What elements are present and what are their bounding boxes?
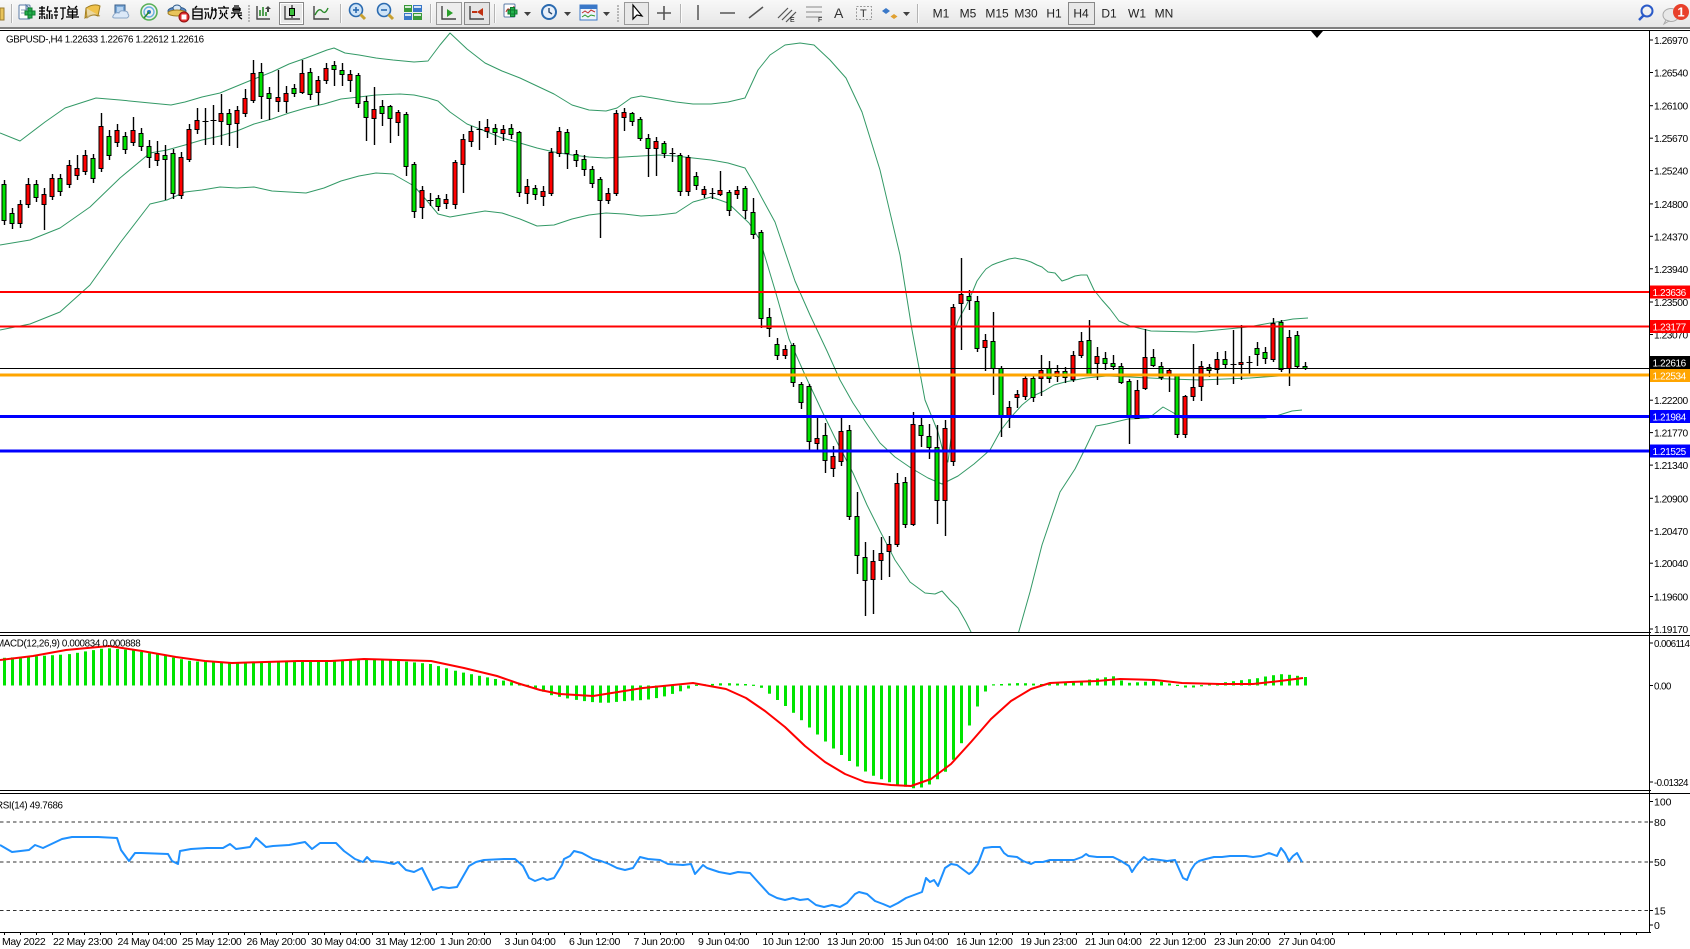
svg-text:1.20470: 1.20470 [1654,527,1688,538]
svg-text:1.23500: 1.23500 [1654,298,1688,309]
svg-text:1.23636: 1.23636 [1653,288,1687,299]
svg-text:1.22200: 1.22200 [1654,396,1688,407]
svg-text:1 Jun 20:00: 1 Jun 20:00 [440,936,492,948]
svg-text:1.21770: 1.21770 [1654,429,1688,440]
svg-text:21 Jun 04:00: 21 Jun 04:00 [1085,936,1142,948]
svg-text:1.25240: 1.25240 [1654,167,1688,178]
svg-text:1.21340: 1.21340 [1654,461,1688,472]
svg-text:1.20040: 1.20040 [1654,559,1688,570]
svg-text:15 Jun 04:00: 15 Jun 04:00 [892,936,949,948]
svg-text:25 May 12:00: 25 May 12:00 [182,936,242,948]
svg-text:1: 1 [1677,5,1684,20]
svg-text:16 Jun 12:00: 16 Jun 12:00 [956,936,1013,948]
svg-text:9 Jun 04:00: 9 Jun 04:00 [698,936,750,948]
svg-text:-0.01324: -0.01324 [1654,778,1689,789]
svg-text:30 May 04:00: 30 May 04:00 [311,936,371,948]
svg-text:1.24370: 1.24370 [1654,232,1688,243]
svg-text:1.23940: 1.23940 [1654,265,1688,276]
svg-text:1.26970: 1.26970 [1654,36,1688,47]
svg-text:1.19170: 1.19170 [1654,625,1688,636]
svg-text:M15: M15 [985,7,1009,21]
svg-text:T: T [860,8,867,20]
svg-text:1.20900: 1.20900 [1654,494,1688,505]
svg-text:23 Jun 20:00: 23 Jun 20:00 [1214,936,1271,948]
svg-text:1.22616: 1.22616 [1653,359,1687,370]
svg-text:6 Jun 12:00: 6 Jun 12:00 [569,936,621,948]
svg-text:1.23070: 1.23070 [1654,331,1688,342]
svg-text:MN: MN [1155,7,1174,21]
svg-text:H1: H1 [1046,7,1062,21]
svg-text:3 Jun 04:00: 3 Jun 04:00 [505,936,557,948]
svg-text:1.25670: 1.25670 [1654,134,1688,145]
svg-text:0.006114: 0.006114 [1654,639,1690,650]
svg-text:50: 50 [1654,857,1666,869]
svg-text:1.22534: 1.22534 [1653,372,1687,383]
svg-text:M1: M1 [933,7,950,21]
svg-text:15: 15 [1654,906,1666,918]
svg-text:E: E [790,17,795,24]
svg-text:26 May 20:00: 26 May 20:00 [247,936,307,948]
svg-text:24 May 04:00: 24 May 04:00 [118,936,178,948]
svg-text:W1: W1 [1128,7,1146,21]
svg-text:MACD(12,26,9) 0.000834 0.00088: MACD(12,26,9) 0.000834 0.000888 [0,639,141,650]
svg-text:1.24800: 1.24800 [1654,200,1688,211]
svg-text:1.26100: 1.26100 [1654,102,1688,113]
svg-text:22 Jun 12:00: 22 Jun 12:00 [1150,936,1207,948]
svg-text:M5: M5 [960,7,977,21]
svg-text:1.21984: 1.21984 [1653,413,1687,424]
svg-text:0: 0 [1654,920,1660,932]
svg-text:19 Jun 23:00: 19 Jun 23:00 [1021,936,1078,948]
svg-text:1.21525: 1.21525 [1653,447,1687,458]
svg-text:22 May 23:00: 22 May 23:00 [53,936,113,948]
svg-text:RSI(14) 49.7686: RSI(14) 49.7686 [0,801,64,812]
svg-text:1.19600: 1.19600 [1654,593,1688,604]
svg-text:80: 80 [1654,817,1666,829]
svg-text:1.26540: 1.26540 [1654,69,1688,80]
svg-text:10 Jun 12:00: 10 Jun 12:00 [763,936,820,948]
svg-text:27 Jun 04:00: 27 Jun 04:00 [1279,936,1336,948]
svg-text:GBPUSD-,H4 1.22633 1.22676 1.: GBPUSD-,H4 1.22633 1.22676 1.22612 1.226… [6,35,205,46]
svg-text:1.23177: 1.23177 [1653,323,1687,334]
svg-text:May 2022: May 2022 [2,936,46,948]
svg-text:0.00: 0.00 [1654,682,1672,693]
svg-text:D1: D1 [1101,7,1117,21]
svg-text:H4: H4 [1073,7,1089,21]
svg-text:A: A [834,5,844,21]
svg-text:7 Jun 20:00: 7 Jun 20:00 [634,936,686,948]
svg-text:F: F [818,17,822,24]
svg-text:13 Jun 20:00: 13 Jun 20:00 [827,936,884,948]
svg-text:100: 100 [1654,797,1672,809]
svg-text:31 May 12:00: 31 May 12:00 [376,936,436,948]
svg-text:M30: M30 [1014,7,1038,21]
